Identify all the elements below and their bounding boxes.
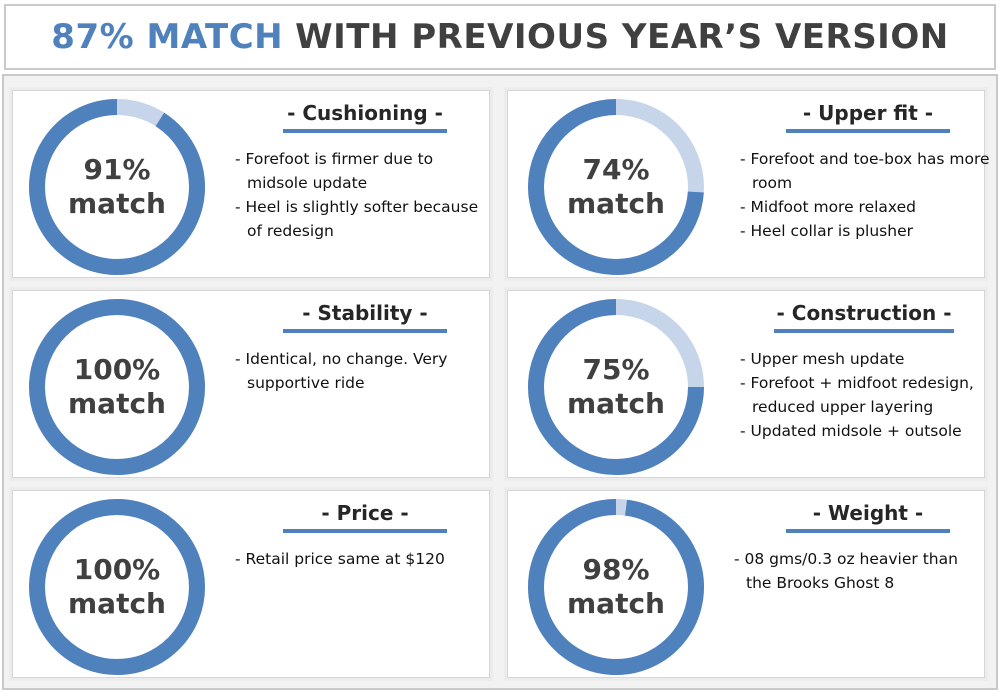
bullet-item: - Updated midsole + outsole <box>740 422 962 440</box>
donut-label: 100% match <box>27 497 207 677</box>
donut-label: 100% match <box>27 297 207 477</box>
bullet-list: - Forefoot is firmer due to midsole upda… <box>235 147 497 243</box>
donut-chart <box>29 99 205 275</box>
bullet-list: - Retail price same at $120 <box>235 547 497 571</box>
card-cushioning: 91% match - Cushioning - - Forefoot is f… <box>12 90 490 278</box>
match-word: match <box>68 387 166 420</box>
donut-label: 91% match <box>27 97 207 277</box>
cards-panel: 91% match - Cushioning - - Forefoot is f… <box>2 74 998 690</box>
card-title: - Price - <box>283 501 447 533</box>
donut-chart <box>29 299 205 475</box>
bullet-list: - Identical, no change. Very supportive … <box>235 347 497 395</box>
match-percent: 74% <box>582 153 650 186</box>
donut-chart <box>528 499 704 675</box>
donut-match-arc <box>528 299 704 475</box>
title-rest: WITH PREVIOUS YEAR’S VERSION <box>295 17 949 57</box>
match-word: match <box>68 587 166 620</box>
bullet-item: - Identical, no change. Very supportive … <box>235 350 448 392</box>
bullet-item: - Forefoot is firmer due to midsole upda… <box>235 150 434 192</box>
bullet-item: - Retail price same at $120 <box>235 550 445 568</box>
donut-match-arc <box>29 299 205 475</box>
card-title: - Weight - <box>786 501 950 533</box>
donut-match-arc <box>528 499 704 675</box>
donut-match-arc <box>29 499 205 675</box>
bullet-item: - Midfoot more relaxed <box>740 198 916 216</box>
card-upper-fit: 74% match - Upper fit - - Forefoot and t… <box>507 90 990 278</box>
match-word: match <box>567 187 665 220</box>
match-percent: 100% <box>73 353 161 386</box>
title-accent: 87% MATCH <box>51 17 284 57</box>
match-percent: 100% <box>73 553 161 586</box>
card-title: - Cushioning - <box>283 101 447 133</box>
bullet-list: - Forefoot and toe-box has more room - M… <box>740 147 1000 243</box>
card-title: - Construction - <box>774 301 954 333</box>
donut-chart <box>29 499 205 675</box>
bullet-item: - Heel is slightly softer because of red… <box>235 198 479 240</box>
donut-match-arc <box>29 99 205 275</box>
bullet-item: - Forefoot + midfoot redesign, reduced u… <box>740 374 974 416</box>
bullet-list: - Upper mesh update - Forefoot + midfoot… <box>740 347 990 443</box>
match-word: match <box>567 587 665 620</box>
bullet-list: - 08 gms/0.3 oz heavier than the Brooks … <box>734 547 984 595</box>
card-weight: 98% match - Weight - - 08 gms/0.3 oz hea… <box>507 490 985 678</box>
bullet-item: - 08 gms/0.3 oz heavier than the Brooks … <box>734 550 958 592</box>
donut-chart <box>528 99 704 275</box>
bullet-item: - Heel collar is plusher <box>740 222 913 240</box>
donut-label: 74% match <box>526 97 706 277</box>
card-price: 100% match - Price - - Retail price same… <box>12 490 490 678</box>
card-title: - Stability - <box>283 301 447 333</box>
donut-label: 98% match <box>526 497 706 677</box>
page-title: 87% MATCH WITH PREVIOUS YEAR’S VERSION <box>4 4 996 70</box>
match-percent: 75% <box>582 353 650 386</box>
match-percent: 98% <box>582 553 650 586</box>
bullet-item: - Upper mesh update <box>740 350 905 368</box>
donut-chart <box>528 299 704 475</box>
match-word: match <box>567 387 665 420</box>
donut-match-arc <box>528 99 704 275</box>
card-construction: 75% match - Construction - - Upper mesh … <box>507 290 985 478</box>
bullet-item: - Forefoot and toe-box has more room <box>740 150 990 192</box>
donut-label: 75% match <box>526 297 706 477</box>
match-word: match <box>68 187 166 220</box>
match-percent: 91% <box>83 153 151 186</box>
card-title: - Upper fit - <box>786 101 950 133</box>
card-stability: 100% match - Stability - - Identical, no… <box>12 290 490 478</box>
